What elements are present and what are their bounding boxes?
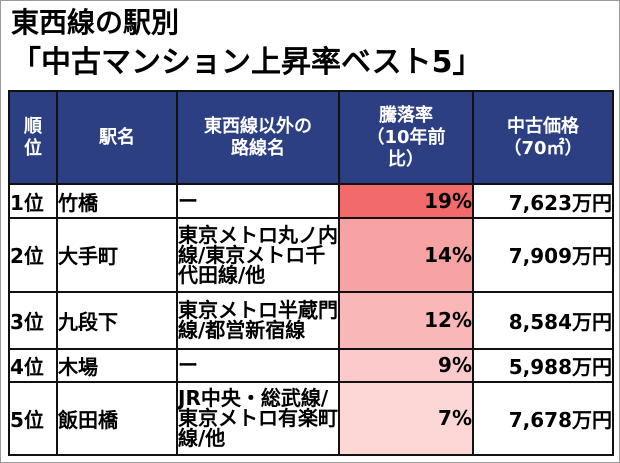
table-row: 4位 木場 ー 9% 5,988万円 — [8, 347, 614, 383]
price-cell: 7,623万円 — [472, 183, 614, 219]
title-line1: 東西線の駅別 — [11, 6, 180, 39]
header-price: 中古価格 （70㎡） — [472, 89, 614, 186]
rate-cell: 12% — [338, 290, 474, 350]
header-rate-line: （10年前 — [366, 126, 446, 148]
price-cell: 5,988万円 — [472, 347, 614, 383]
lines-text: ー — [178, 189, 198, 214]
station-cell: 大手町 — [56, 216, 178, 293]
price-cell: 7,678万円 — [472, 380, 614, 457]
header-price-line: 中古価格 — [507, 115, 579, 137]
lines-text: 代田線/他 — [178, 262, 266, 287]
rate-cell: 7% — [338, 380, 474, 457]
station-cell: 木場 — [56, 347, 178, 383]
price-cell: 8,584万円 — [472, 290, 614, 350]
header-rank-line: 順 — [24, 115, 42, 137]
header-station: 駅名 — [56, 89, 178, 186]
lines-text: 線/東京メトロ千 — [178, 242, 326, 267]
rank-cell: 3位 — [8, 290, 58, 350]
header-price-line: （70㎡） — [503, 137, 583, 159]
lines-cell: 東京メトロ半蔵門 線/都営新宿線 — [176, 290, 340, 350]
lines-text: 東京メトロ有楽町 — [178, 406, 338, 431]
header-lines-line: 東西線以外の — [204, 115, 312, 137]
rank-cell: 2位 — [8, 216, 58, 293]
header-lines: 東西線以外の 路線名 — [176, 89, 340, 186]
header-rate: 騰落率 （10年前 比） — [338, 89, 474, 186]
table-row: 5位 飯田橋 JR中央・総武線/ 東京メトロ有楽町 線/他 7% 7,678万円 — [8, 380, 614, 457]
lines-text: ー — [178, 353, 198, 378]
table-row: 2位 大手町 東京メトロ丸ノ内 線/東京メトロ千 代田線/他 14% 7,909… — [8, 216, 614, 293]
station-cell: 九段下 — [56, 290, 178, 350]
lines-text: 東京メトロ丸ノ内 — [178, 222, 338, 247]
table-row: 1位 竹橋 ー 19% 7,623万円 — [8, 183, 614, 219]
lines-text: JR中央・総武線/ — [178, 386, 329, 411]
lines-text: 東京メトロ半蔵門 — [178, 298, 338, 323]
lines-cell: ー — [176, 347, 340, 383]
rate-cell: 14% — [338, 216, 474, 293]
header-rank: 順 位 — [8, 89, 58, 186]
rank-cell: 4位 — [8, 347, 58, 383]
header-row: 順 位 駅名 東西線以外の 路線名 騰落率 （10年前 比） 中古価格 （70㎡… — [8, 89, 614, 186]
ranking-table: 順 位 駅名 東西線以外の 路線名 騰落率 （10年前 比） 中古価格 （70㎡… — [8, 89, 614, 457]
header-rate-line: 比） — [388, 148, 424, 170]
header-rank-line: 位 — [24, 137, 42, 159]
lines-text: 線/都営新宿線 — [178, 318, 306, 343]
rate-cell: 9% — [338, 347, 474, 383]
lines-text: 線/他 — [178, 426, 226, 451]
station-cell: 竹橋 — [56, 183, 178, 219]
rank-cell: 5位 — [8, 380, 58, 457]
header-lines-line: 路線名 — [231, 137, 285, 159]
lines-cell: 東京メトロ丸ノ内 線/東京メトロ千 代田線/他 — [176, 216, 340, 293]
table-row: 3位 九段下 東京メトロ半蔵門 線/都営新宿線 12% 8,584万円 — [8, 290, 614, 350]
price-cell: 7,909万円 — [472, 216, 614, 293]
lines-cell: JR中央・総武線/ 東京メトロ有楽町 線/他 — [176, 380, 340, 457]
rank-cell: 1位 — [8, 183, 58, 219]
lines-cell: ー — [176, 183, 340, 219]
header-rate-line: 騰落率 — [379, 104, 433, 126]
station-cell: 飯田橋 — [56, 380, 178, 457]
title: 東西線の駅別 「中古マンション上昇率ベスト5」 — [11, 5, 482, 85]
rate-cell: 19% — [338, 183, 474, 219]
title-line2: 「中古マンション上昇率ベスト5」 — [11, 45, 483, 80]
